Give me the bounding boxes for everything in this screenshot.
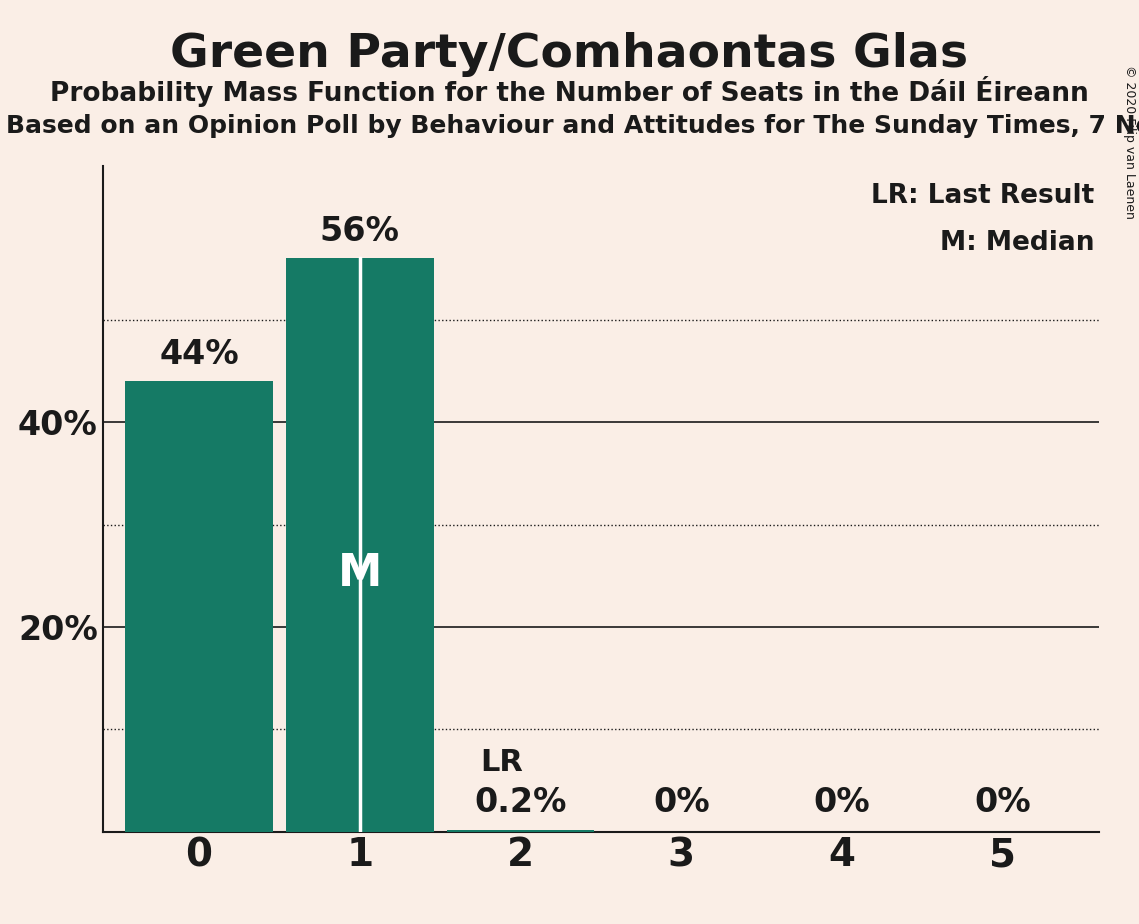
Text: LR: LR (481, 748, 523, 777)
Text: Green Party/Comhaontas Glas: Green Party/Comhaontas Glas (171, 32, 968, 78)
Text: 0%: 0% (813, 786, 870, 820)
Text: © 2020 Filip van Laenen: © 2020 Filip van Laenen (1123, 65, 1136, 219)
Text: 0%: 0% (974, 786, 1031, 820)
Bar (446, 830, 595, 832)
Text: Based on an Opinion Poll by Behaviour and Attitudes for The Sunday Times, 7 Nove: Based on an Opinion Poll by Behaviour an… (6, 114, 1139, 138)
Bar (125, 382, 273, 832)
Bar (286, 259, 434, 832)
Text: 44%: 44% (159, 338, 239, 371)
Text: M: M (337, 553, 382, 595)
Text: 56%: 56% (320, 215, 400, 249)
Text: Probability Mass Function for the Number of Seats in the Dáil Éireann: Probability Mass Function for the Number… (50, 76, 1089, 107)
Text: M: Median: M: Median (940, 229, 1095, 256)
Text: 0.2%: 0.2% (474, 786, 566, 820)
Text: 0%: 0% (653, 786, 710, 820)
Text: LR: Last Result: LR: Last Result (871, 183, 1095, 209)
